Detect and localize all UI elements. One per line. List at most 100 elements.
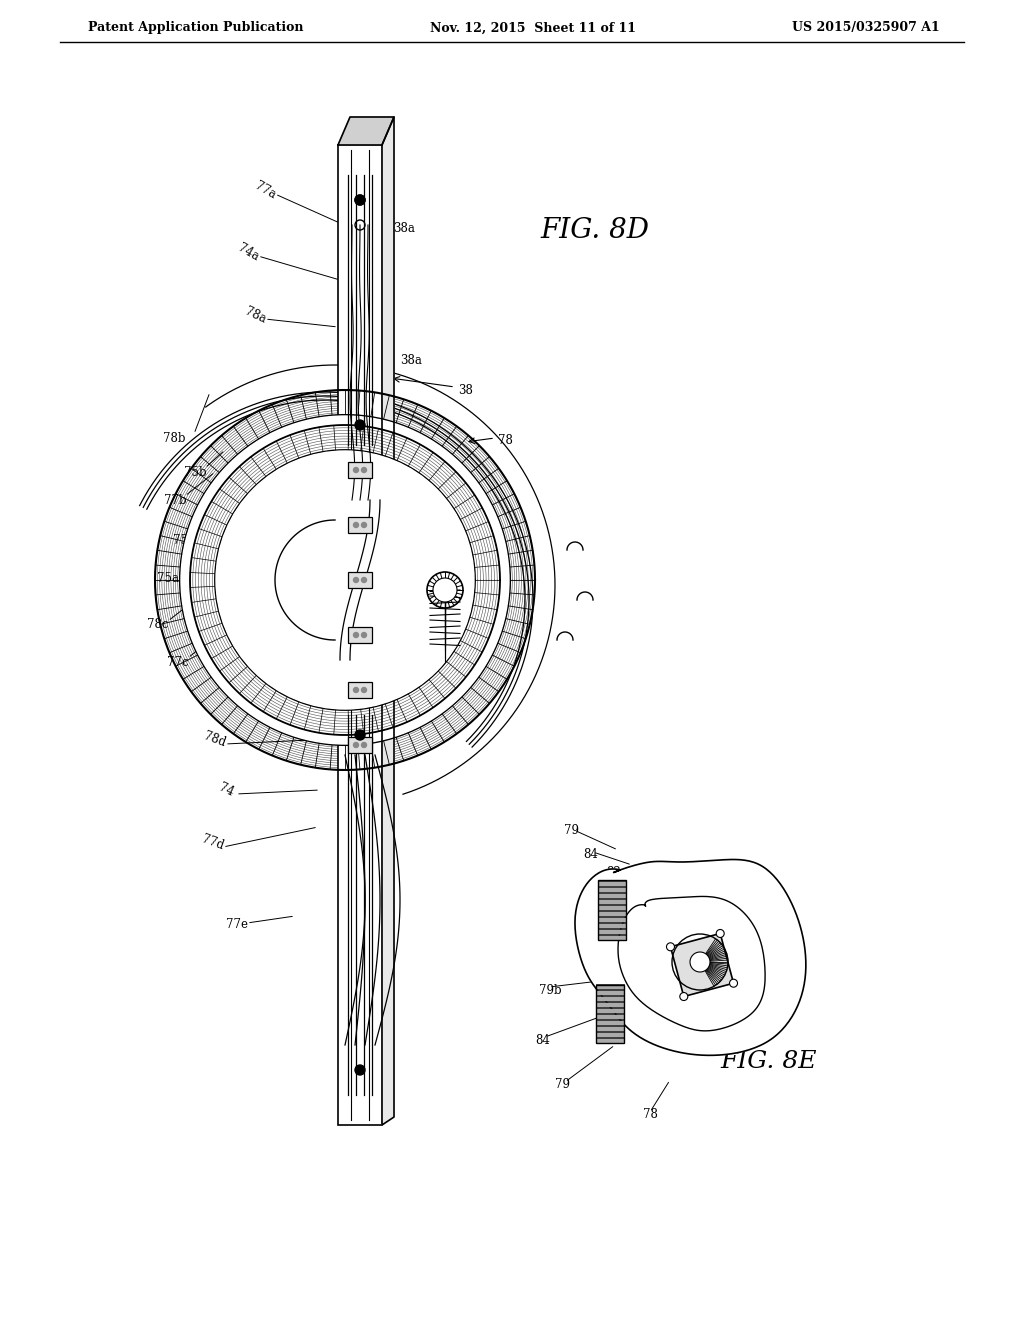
Circle shape bbox=[353, 523, 358, 528]
Circle shape bbox=[361, 578, 367, 582]
Text: 74a: 74a bbox=[236, 240, 261, 263]
Circle shape bbox=[353, 632, 358, 638]
Bar bbox=[596, 1008, 624, 1012]
Text: 77c: 77c bbox=[167, 656, 188, 668]
Circle shape bbox=[355, 220, 365, 230]
Bar bbox=[598, 923, 626, 928]
Text: 38a: 38a bbox=[393, 222, 415, 235]
Bar bbox=[598, 887, 626, 892]
Text: 78c: 78c bbox=[147, 619, 169, 631]
Text: 78e: 78e bbox=[370, 932, 392, 945]
Bar bbox=[596, 983, 624, 989]
Bar bbox=[596, 1038, 624, 1043]
Text: 78d: 78d bbox=[203, 730, 227, 750]
Bar bbox=[596, 1014, 624, 1019]
Circle shape bbox=[355, 1065, 365, 1074]
Bar bbox=[598, 906, 626, 909]
Text: 84: 84 bbox=[583, 847, 598, 861]
Bar bbox=[596, 1020, 624, 1026]
Bar bbox=[598, 880, 626, 940]
Circle shape bbox=[353, 688, 358, 693]
Text: 38a: 38a bbox=[373, 818, 395, 832]
Bar bbox=[596, 1032, 624, 1038]
Bar bbox=[348, 682, 372, 698]
Circle shape bbox=[729, 979, 737, 987]
Bar bbox=[598, 899, 626, 904]
Bar bbox=[596, 1026, 624, 1031]
Text: 79a: 79a bbox=[408, 536, 430, 549]
Text: Patent Application Publication: Patent Application Publication bbox=[88, 21, 303, 34]
Text: 79: 79 bbox=[447, 557, 462, 570]
Bar bbox=[598, 917, 626, 921]
Text: 78: 78 bbox=[498, 433, 513, 446]
Text: 75b: 75b bbox=[183, 466, 206, 479]
Text: 84: 84 bbox=[535, 1034, 550, 1047]
Text: 79b: 79b bbox=[539, 983, 561, 997]
Text: 79: 79 bbox=[555, 1078, 570, 1092]
Bar bbox=[348, 517, 372, 533]
Text: 77a: 77a bbox=[252, 180, 278, 201]
Bar bbox=[598, 929, 626, 935]
Circle shape bbox=[181, 416, 509, 744]
Text: 75b: 75b bbox=[173, 533, 196, 546]
Text: 75a: 75a bbox=[157, 572, 179, 585]
Circle shape bbox=[355, 195, 365, 205]
Bar bbox=[596, 997, 624, 1001]
Bar bbox=[598, 894, 626, 898]
Circle shape bbox=[667, 942, 675, 950]
Polygon shape bbox=[382, 117, 394, 1125]
Circle shape bbox=[361, 742, 367, 747]
Circle shape bbox=[361, 632, 367, 638]
Circle shape bbox=[690, 952, 710, 972]
Polygon shape bbox=[618, 896, 765, 1031]
Circle shape bbox=[361, 688, 367, 693]
Circle shape bbox=[155, 389, 535, 770]
Circle shape bbox=[355, 730, 365, 741]
Circle shape bbox=[433, 578, 457, 602]
Bar bbox=[598, 911, 626, 916]
Text: 80: 80 bbox=[660, 903, 675, 916]
Text: 75c: 75c bbox=[450, 470, 472, 483]
Bar bbox=[596, 990, 624, 995]
Text: US 2015/0325907 A1: US 2015/0325907 A1 bbox=[793, 21, 940, 34]
Circle shape bbox=[353, 578, 358, 582]
Text: 77d: 77d bbox=[201, 833, 226, 853]
Bar bbox=[598, 935, 626, 940]
Text: Nov. 12, 2015  Sheet 11 of 11: Nov. 12, 2015 Sheet 11 of 11 bbox=[430, 21, 636, 34]
Polygon shape bbox=[574, 859, 806, 1056]
Bar bbox=[338, 145, 382, 1125]
Text: 79: 79 bbox=[564, 824, 579, 837]
Text: 77e: 77e bbox=[226, 919, 248, 932]
Text: FIG. 8D: FIG. 8D bbox=[540, 216, 649, 243]
Circle shape bbox=[427, 572, 463, 609]
Text: 78b: 78b bbox=[163, 432, 185, 445]
Circle shape bbox=[361, 467, 367, 473]
Text: 81: 81 bbox=[628, 886, 643, 899]
Text: FIG. 8E: FIG. 8E bbox=[720, 1051, 816, 1073]
Bar bbox=[348, 572, 372, 587]
Text: 74: 74 bbox=[216, 781, 236, 799]
Text: 38a: 38a bbox=[400, 354, 422, 367]
Circle shape bbox=[353, 742, 358, 747]
Polygon shape bbox=[338, 117, 394, 145]
Polygon shape bbox=[671, 933, 733, 997]
Circle shape bbox=[353, 467, 358, 473]
Text: 78: 78 bbox=[643, 1109, 657, 1122]
Bar bbox=[596, 985, 624, 1043]
Text: 79b: 79b bbox=[357, 763, 380, 776]
Text: 78a: 78a bbox=[243, 305, 267, 326]
Bar bbox=[598, 880, 626, 886]
Text: 77b: 77b bbox=[164, 494, 186, 507]
Circle shape bbox=[680, 993, 688, 1001]
Text: 84: 84 bbox=[418, 620, 433, 634]
Text: 38: 38 bbox=[458, 384, 473, 396]
Circle shape bbox=[216, 451, 474, 709]
Circle shape bbox=[355, 420, 365, 430]
Circle shape bbox=[716, 929, 724, 937]
Circle shape bbox=[355, 195, 365, 205]
Text: 75d: 75d bbox=[393, 676, 416, 689]
Bar bbox=[348, 737, 372, 752]
Bar bbox=[596, 1002, 624, 1007]
Text: 82: 82 bbox=[606, 866, 621, 879]
Bar bbox=[348, 462, 372, 478]
